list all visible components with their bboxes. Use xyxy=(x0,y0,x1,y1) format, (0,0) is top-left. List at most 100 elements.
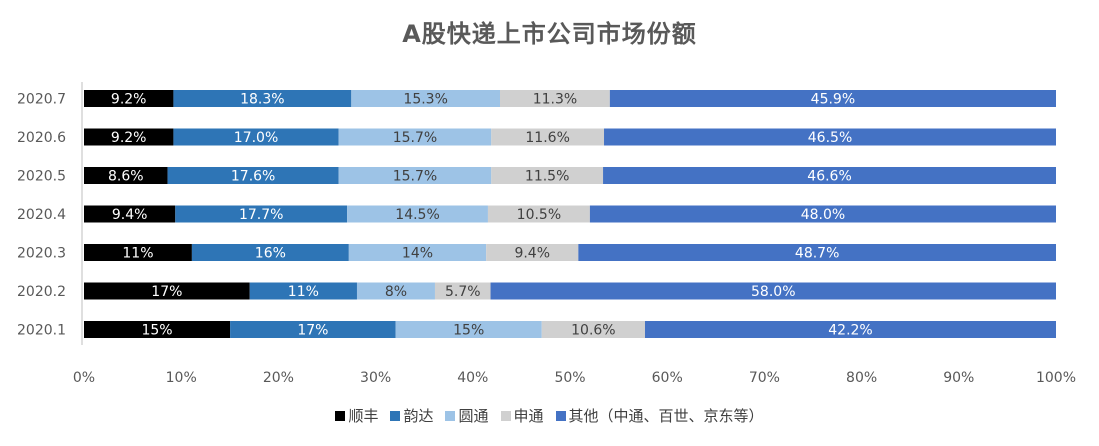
bar-segment xyxy=(84,90,174,107)
bar-segment xyxy=(84,244,192,261)
bar-segment xyxy=(347,205,488,223)
bar-segment xyxy=(395,321,542,338)
bar-segment xyxy=(491,167,604,184)
bar-segment xyxy=(644,321,1056,338)
data-label: 11% xyxy=(288,284,319,300)
bar-segment xyxy=(487,205,590,223)
data-label: 11.5% xyxy=(525,169,569,185)
data-label: 10.6% xyxy=(571,323,615,339)
data-labels-layer: 9.2% 18.3% 15.3% 11.3% 45.9% 9.2% 17.0% 15.7% 11… xyxy=(108,92,873,339)
bar-segment xyxy=(490,282,1056,300)
data-label: 8.6% xyxy=(108,169,144,185)
bar-segment xyxy=(84,282,250,300)
legend-swatch xyxy=(555,411,566,421)
x-tick-label: 20% xyxy=(263,370,294,386)
data-label: 17.0% xyxy=(234,130,278,146)
bar-segment xyxy=(604,128,1056,146)
data-label: 15.3% xyxy=(403,92,447,108)
data-label: 14.5% xyxy=(395,207,439,223)
x-axis-tick-labels: 0% 10% 20% 30% 40% 50% 60% 70% 80% 90% 100% xyxy=(73,370,1076,386)
bar-segment xyxy=(491,128,605,146)
data-label: 9.2% xyxy=(111,130,147,146)
bar-segment xyxy=(609,90,1056,107)
y-category-label: 2020.7 xyxy=(17,92,66,108)
data-label: 18.3% xyxy=(240,92,284,108)
bar-segment xyxy=(84,167,168,184)
data-label: 58.0% xyxy=(751,284,795,300)
data-label: 17% xyxy=(297,323,328,339)
data-label: 17.6% xyxy=(231,169,275,185)
data-label: 11% xyxy=(122,246,153,262)
data-label: 46.6% xyxy=(807,169,851,185)
bar-segment xyxy=(578,244,1056,261)
data-label: 16% xyxy=(255,246,286,262)
legend-swatch xyxy=(390,411,401,421)
bar-segment xyxy=(351,90,501,107)
y-category-label: 2020.1 xyxy=(17,323,66,339)
legend-item: 申通 xyxy=(500,405,544,426)
legend-swatch xyxy=(445,411,456,421)
x-tick-label: 10% xyxy=(166,370,197,386)
x-tick-label: 100% xyxy=(1036,370,1076,386)
legend-item: 圆通 xyxy=(445,405,489,426)
bar-segment xyxy=(434,282,491,300)
data-label: 11.3% xyxy=(533,92,577,108)
bar-segment xyxy=(84,321,231,338)
bar-segment xyxy=(230,321,396,338)
x-tick-label: 40% xyxy=(457,370,488,386)
bar-segment xyxy=(486,244,579,261)
y-category-label: 2020.4 xyxy=(17,207,66,223)
bar-segment xyxy=(356,282,435,300)
bars-layer xyxy=(84,90,1056,338)
x-tick-label: 70% xyxy=(749,370,780,386)
bar-segment xyxy=(589,205,1056,223)
bar-segment xyxy=(84,205,176,223)
x-tick-label: 80% xyxy=(846,370,877,386)
y-category-label: 2020.5 xyxy=(17,169,66,185)
legend-swatch xyxy=(500,411,511,421)
bar-segment xyxy=(167,167,339,184)
y-category-label: 2020.3 xyxy=(17,246,66,262)
y-axis-category-labels: 2020.7 2020.6 2020.5 2020.4 2020.3 2020.2 2020… xyxy=(17,92,66,339)
data-label: 15% xyxy=(141,323,172,339)
bar-segment xyxy=(175,205,348,223)
x-tick-label: 50% xyxy=(554,370,585,386)
legend-swatch xyxy=(335,411,346,421)
bar-segment xyxy=(541,321,645,338)
data-label: 15.7% xyxy=(393,169,437,185)
data-label: 10.5% xyxy=(517,207,561,223)
bar-segment xyxy=(84,128,174,146)
data-label: 14% xyxy=(402,246,433,262)
bar-segment xyxy=(500,90,610,107)
data-label: 9.4% xyxy=(112,207,148,223)
bar-segment xyxy=(338,128,492,146)
data-label: 45.9% xyxy=(811,92,855,108)
data-label: 15% xyxy=(453,323,484,339)
legend-item: 韵达 xyxy=(390,405,433,426)
legend-label: 申通 xyxy=(513,407,544,425)
x-tick-label: 30% xyxy=(360,370,391,386)
bar-segment xyxy=(173,128,339,146)
legend-item: 顺丰 xyxy=(335,405,378,426)
x-tick-label: 0% xyxy=(73,370,95,386)
data-label: 15.7% xyxy=(393,130,437,146)
data-label: 48.0% xyxy=(801,207,845,223)
data-label: 17% xyxy=(151,284,182,300)
chart-title: A股快递上市公司市场份额 xyxy=(402,20,697,48)
data-label: 5.7% xyxy=(445,284,481,300)
x-tick-label: 90% xyxy=(943,370,974,386)
data-label: 9.2% xyxy=(111,92,147,108)
data-label: 42.2% xyxy=(828,323,872,339)
bar-segment xyxy=(348,244,487,261)
data-label: 11.6% xyxy=(525,130,569,146)
data-label: 48.7% xyxy=(795,246,839,262)
bar-segment xyxy=(173,90,352,107)
y-category-label: 2020.6 xyxy=(17,130,66,146)
bar-segment xyxy=(603,167,1056,184)
legend-label: 韵达 xyxy=(403,407,434,425)
x-tick-label: 60% xyxy=(652,370,683,386)
bar-segment xyxy=(249,282,357,300)
legend-label: 顺丰 xyxy=(348,407,379,425)
data-label: 17.7% xyxy=(239,207,283,223)
